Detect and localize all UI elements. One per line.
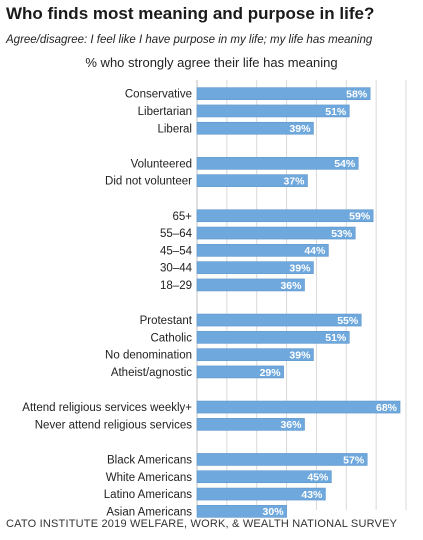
value-label: 39% xyxy=(289,123,311,135)
value-label: 44% xyxy=(304,245,326,257)
category-label: No denomination xyxy=(105,350,192,362)
bar xyxy=(196,174,308,187)
category-label: Never attend religious services xyxy=(35,419,192,431)
category-label: Protestant xyxy=(140,315,193,327)
category-label: Asian Americans xyxy=(106,506,192,518)
category-label: 30–44 xyxy=(160,263,193,275)
bar xyxy=(196,470,332,484)
category-label: Catholic xyxy=(150,332,192,344)
bar xyxy=(196,261,314,274)
bar xyxy=(196,348,314,361)
value-label: 39% xyxy=(289,262,311,274)
category-label: Did not volunteer xyxy=(105,176,192,188)
bar xyxy=(196,244,329,257)
value-label: 51% xyxy=(325,332,347,344)
value-label: 37% xyxy=(283,175,305,187)
value-label: 36% xyxy=(280,280,302,292)
value-label: 43% xyxy=(301,489,323,501)
category-label: Attend religious services weekly+ xyxy=(22,402,192,414)
chart-heading: % who strongly agree their life has mean… xyxy=(85,55,338,70)
bar xyxy=(196,157,359,170)
value-label: 51% xyxy=(325,106,347,118)
value-label: 39% xyxy=(289,349,311,361)
bar xyxy=(196,365,284,379)
bar xyxy=(196,418,305,431)
value-label: 57% xyxy=(343,454,365,466)
bar xyxy=(196,453,368,466)
source-note: CATO INSTITUTE 2019 WELFARE, WORK, & WEA… xyxy=(6,518,398,530)
bar xyxy=(196,87,371,100)
bar xyxy=(196,505,287,518)
bar xyxy=(196,331,350,344)
bar xyxy=(196,209,374,223)
value-label: 68% xyxy=(376,402,398,414)
value-label: 29% xyxy=(260,367,282,379)
category-label: Atheist/agnostic xyxy=(111,367,192,379)
category-label: Latino Americans xyxy=(104,489,192,501)
category-label: 55–64 xyxy=(160,228,193,240)
category-label: Libertarian xyxy=(138,106,192,118)
category-label: White Americans xyxy=(106,472,193,484)
category-label: Black Americans xyxy=(107,454,192,466)
bar xyxy=(196,226,356,240)
bar xyxy=(196,487,326,501)
value-label: 53% xyxy=(331,228,353,240)
category-label: Liberal xyxy=(157,123,192,135)
value-label: 58% xyxy=(346,88,368,100)
value-label: 30% xyxy=(263,506,285,518)
category-label: Conservative xyxy=(125,89,192,101)
bar xyxy=(196,104,350,118)
value-label: 55% xyxy=(337,315,359,327)
value-label: 54% xyxy=(334,158,356,170)
bar xyxy=(196,400,401,414)
chart-subtitle: Agree/disagree: I feel like I have purpo… xyxy=(6,34,373,46)
category-label: Volunteered xyxy=(131,158,192,170)
value-label: 36% xyxy=(280,419,302,431)
bar xyxy=(196,121,314,135)
bar xyxy=(196,313,362,327)
chart-title: Who finds most meaning and purpose in li… xyxy=(6,4,375,23)
category-label: 45–54 xyxy=(160,245,193,257)
bar xyxy=(196,278,305,292)
category-label: 65+ xyxy=(172,211,192,223)
value-label: 59% xyxy=(349,211,371,223)
value-label: 45% xyxy=(307,472,329,484)
category-label: 18–29 xyxy=(160,280,192,292)
